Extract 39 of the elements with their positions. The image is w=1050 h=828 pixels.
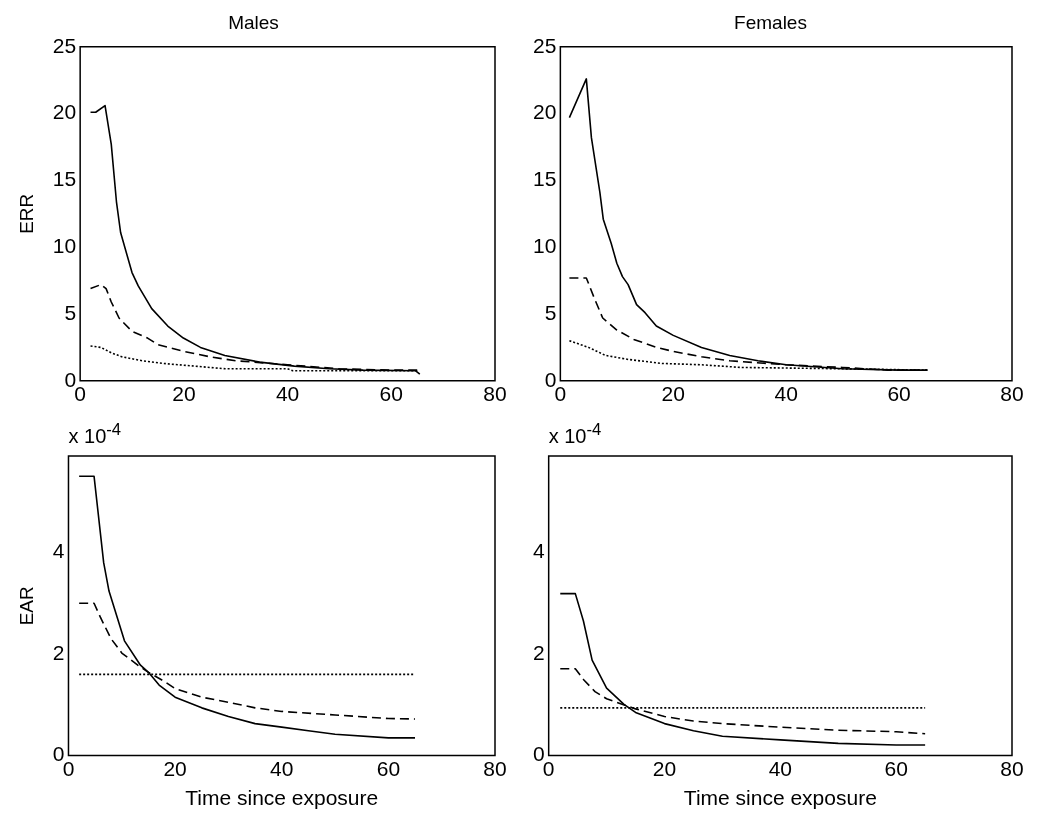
chart-title: Females	[734, 11, 807, 33]
text: x 10$^{-4}$	[68, 420, 122, 448]
x-axis-title: Time since exposure	[185, 786, 379, 810]
x-tick-label: 40	[270, 757, 294, 780]
x-tick-label: 20	[661, 382, 685, 406]
x-tick-label: 60	[376, 757, 401, 780]
x-tick-label: 60	[887, 382, 911, 406]
y-tick-label: 10	[533, 234, 557, 257]
y-axis-title: EAR	[15, 586, 37, 626]
y-tick-label: 10	[52, 234, 77, 257]
x-tick-label: 60	[379, 382, 403, 406]
y-tick-label: 20	[52, 100, 77, 124]
y-tick-label: 4	[532, 539, 545, 563]
y-tick-label: 2	[532, 640, 545, 664]
x-tick-label: 20	[172, 382, 196, 406]
x-tick-label: 80	[483, 382, 507, 406]
x-tick-label: 20	[652, 757, 677, 780]
text: x 10$^{-4}$	[548, 420, 602, 448]
x-tick-label: 60	[884, 757, 908, 780]
y-tick-label: 2	[52, 640, 65, 664]
x-tick-label: 20	[163, 757, 187, 780]
y-tick-label: 5	[64, 300, 77, 324]
x-tick-label: 40	[275, 382, 300, 406]
x-tick-label: 80	[483, 757, 507, 780]
chart-title: Males	[228, 11, 279, 33]
y-tick-label: 4	[52, 539, 65, 563]
x-tick-label: 40	[768, 757, 793, 780]
y-tick-label: 25	[52, 33, 77, 57]
y-tick-label: 0	[544, 367, 557, 391]
y-axis-title: ERR	[15, 193, 37, 234]
y-tick-label: 15	[533, 167, 557, 191]
y-tick-label: 5	[544, 300, 557, 324]
x-tick-label: 80	[1000, 382, 1024, 406]
y-tick-label: 15	[52, 167, 77, 191]
x-tick-label: 40	[774, 382, 798, 406]
x-tick-label: 80	[1000, 757, 1024, 780]
x-axis-title: Time since exposure	[683, 786, 877, 810]
y-tick-label: 25	[533, 33, 557, 57]
y-tick-label: 20	[533, 100, 557, 124]
